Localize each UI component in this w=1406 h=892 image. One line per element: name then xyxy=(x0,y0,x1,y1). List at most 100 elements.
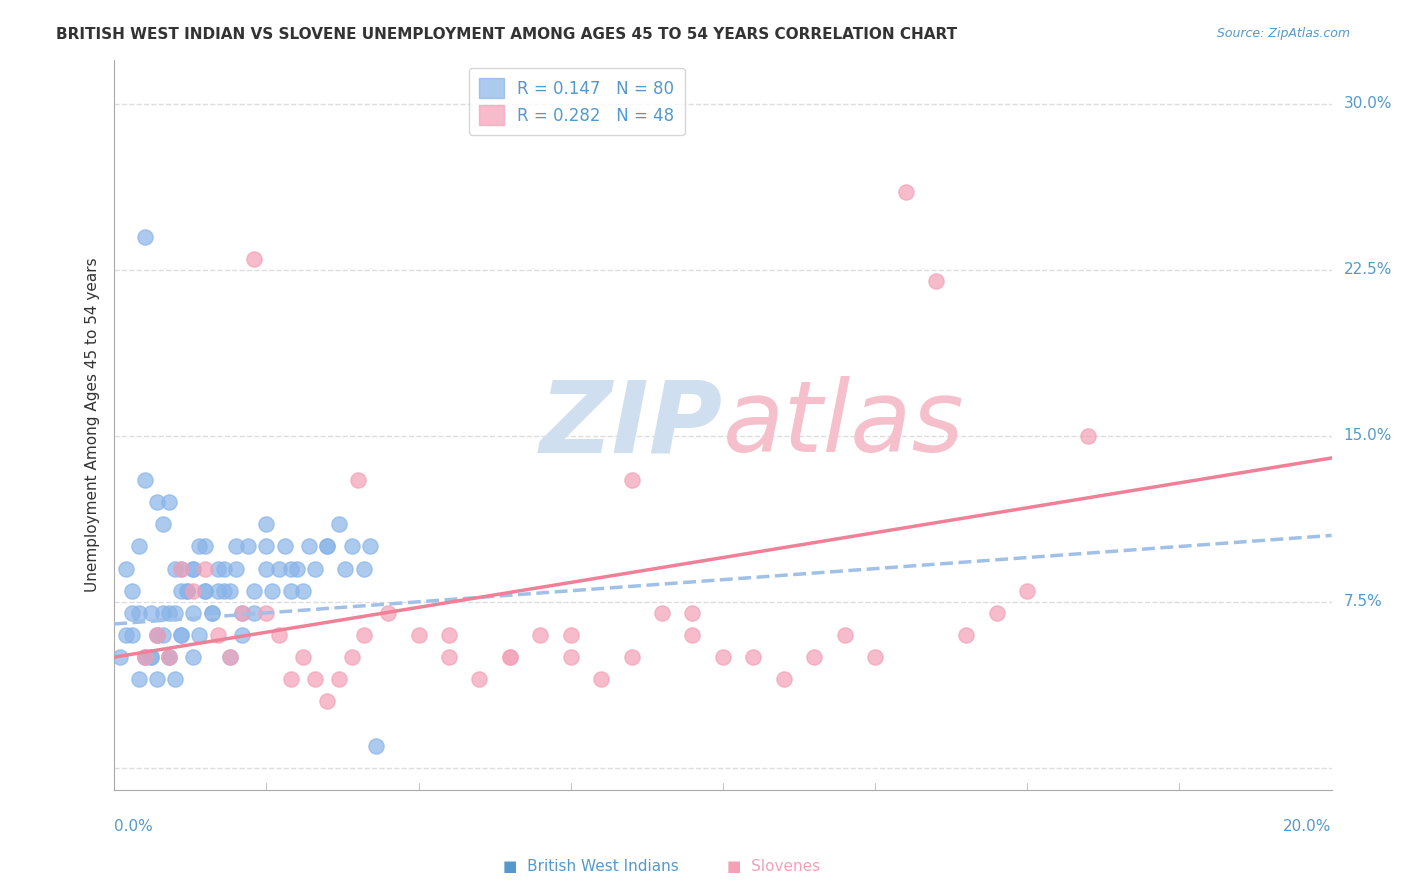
British West Indians xyxy=(291,583,314,598)
Slovenes xyxy=(620,473,643,487)
British West Indians xyxy=(353,561,375,575)
British West Indians xyxy=(243,606,266,620)
Text: ZIP: ZIP xyxy=(540,376,723,474)
Slovenes xyxy=(408,628,430,642)
Slovenes xyxy=(591,673,613,687)
British West Indians xyxy=(225,540,247,554)
British West Indians xyxy=(181,650,204,665)
Text: ■  British West Indians: ■ British West Indians xyxy=(503,859,678,874)
British West Indians xyxy=(165,606,187,620)
Text: 15.0%: 15.0% xyxy=(1344,428,1392,443)
British West Indians xyxy=(146,628,169,642)
British West Indians xyxy=(218,650,240,665)
Text: 20.0%: 20.0% xyxy=(1284,819,1331,834)
British West Indians xyxy=(231,606,253,620)
British West Indians xyxy=(146,673,169,687)
British West Indians xyxy=(231,628,253,642)
British West Indians xyxy=(316,540,339,554)
British West Indians xyxy=(152,628,174,642)
Slovenes xyxy=(468,673,491,687)
British West Indians xyxy=(200,606,222,620)
Slovenes xyxy=(711,650,734,665)
Slovenes xyxy=(499,650,522,665)
Slovenes xyxy=(894,186,917,200)
British West Indians xyxy=(298,540,321,554)
British West Indians xyxy=(176,583,198,598)
Slovenes xyxy=(682,628,704,642)
British West Indians xyxy=(134,650,156,665)
British West Indians xyxy=(181,561,204,575)
British West Indians xyxy=(207,583,229,598)
British West Indians xyxy=(188,628,211,642)
British West Indians xyxy=(194,540,217,554)
Slovenes xyxy=(620,650,643,665)
British West Indians xyxy=(207,561,229,575)
British West Indians xyxy=(134,229,156,244)
British West Indians xyxy=(176,583,198,598)
British West Indians xyxy=(335,561,357,575)
British West Indians xyxy=(359,540,381,554)
British West Indians xyxy=(157,606,180,620)
Slovenes xyxy=(254,606,277,620)
Slovenes xyxy=(772,673,794,687)
Slovenes xyxy=(353,628,375,642)
Slovenes xyxy=(560,650,582,665)
British West Indians xyxy=(188,540,211,554)
Slovenes xyxy=(863,650,886,665)
Slovenes xyxy=(651,606,673,620)
Slovenes xyxy=(207,628,229,642)
British West Indians xyxy=(280,561,302,575)
British West Indians xyxy=(170,561,193,575)
British West Indians xyxy=(194,583,217,598)
British West Indians xyxy=(243,583,266,598)
Slovenes xyxy=(346,473,368,487)
Slovenes xyxy=(181,583,204,598)
British West Indians xyxy=(170,628,193,642)
British West Indians xyxy=(170,583,193,598)
British West Indians xyxy=(236,540,259,554)
British West Indians xyxy=(157,650,180,665)
British West Indians xyxy=(340,540,363,554)
British West Indians xyxy=(165,561,187,575)
Slovenes xyxy=(291,650,314,665)
Slovenes xyxy=(170,561,193,575)
Slovenes xyxy=(243,252,266,266)
Slovenes xyxy=(803,650,825,665)
Legend: R = 0.147   N = 80, R = 0.282   N = 48: R = 0.147 N = 80, R = 0.282 N = 48 xyxy=(470,68,685,136)
British West Indians xyxy=(254,561,277,575)
Slovenes xyxy=(157,650,180,665)
British West Indians xyxy=(139,650,162,665)
Text: 22.5%: 22.5% xyxy=(1344,262,1392,277)
British West Indians xyxy=(115,561,138,575)
British West Indians xyxy=(157,495,180,509)
British West Indians xyxy=(139,606,162,620)
British West Indians xyxy=(328,517,350,532)
Slovenes xyxy=(304,673,326,687)
Slovenes xyxy=(834,628,856,642)
Slovenes xyxy=(316,694,339,708)
British West Indians xyxy=(181,606,204,620)
British West Indians xyxy=(121,583,143,598)
British West Indians xyxy=(218,583,240,598)
British West Indians xyxy=(280,583,302,598)
Text: atlas: atlas xyxy=(723,376,965,474)
Slovenes xyxy=(377,606,399,620)
British West Indians xyxy=(285,561,308,575)
Slovenes xyxy=(280,673,302,687)
British West Indians xyxy=(157,650,180,665)
Text: 30.0%: 30.0% xyxy=(1344,96,1392,112)
British West Indians xyxy=(128,540,150,554)
British West Indians xyxy=(134,650,156,665)
British West Indians xyxy=(181,561,204,575)
Slovenes xyxy=(986,606,1008,620)
British West Indians xyxy=(146,495,169,509)
Slovenes xyxy=(437,628,460,642)
British West Indians xyxy=(364,739,387,753)
Text: 0.0%: 0.0% xyxy=(114,819,153,834)
British West Indians xyxy=(273,540,295,554)
British West Indians xyxy=(134,473,156,487)
Slovenes xyxy=(682,606,704,620)
British West Indians xyxy=(194,583,217,598)
British West Indians xyxy=(212,583,235,598)
British West Indians xyxy=(225,561,247,575)
